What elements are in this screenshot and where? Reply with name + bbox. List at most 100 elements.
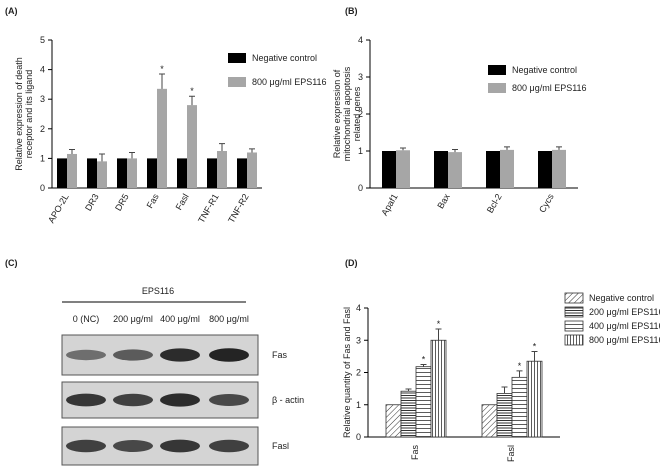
- legend-swatch: [564, 334, 584, 346]
- x-tick-label: TNF-R1: [196, 192, 221, 225]
- significance-marker: *: [518, 361, 522, 371]
- bar: [400, 390, 417, 438]
- lane-label: 200 μg/ml: [113, 314, 153, 324]
- band-label: Fas: [272, 350, 288, 360]
- bar: [500, 149, 514, 188]
- bar: [57, 158, 67, 188]
- y-tick-label: 4: [40, 65, 45, 75]
- significance-marker: *: [190, 86, 194, 96]
- y-tick-label: 5: [40, 35, 45, 45]
- blot-band: [160, 348, 200, 362]
- error-bar: [405, 388, 412, 392]
- bar: [415, 366, 432, 438]
- bar: [496, 393, 513, 438]
- bar: [157, 88, 167, 188]
- error-bar: [99, 153, 105, 162]
- legend-label: Negative control: [512, 65, 577, 75]
- error-bar: [249, 148, 255, 153]
- bar: [385, 404, 402, 438]
- legend-label: 800 μg/ml EPS116: [589, 335, 660, 345]
- bar: [552, 149, 566, 188]
- y-axis-label: Relative quantity of Fas and Fasl: [342, 307, 352, 438]
- blot-band: [66, 393, 106, 407]
- y-tick-label: 0: [356, 432, 361, 442]
- legend-label: 800 μg/ml EPS116: [512, 83, 587, 93]
- blot-band: [113, 393, 153, 407]
- bar: [247, 152, 257, 188]
- y-tick-label: 4: [358, 35, 363, 45]
- lane-label: 400 μg/ml: [160, 314, 200, 324]
- bar: [396, 150, 410, 188]
- bar: [187, 105, 197, 188]
- error-bar: [420, 363, 427, 367]
- error-bar: [452, 149, 458, 153]
- bar: [382, 151, 396, 188]
- legend-label: 400 μg/ml EPS116: [589, 321, 660, 331]
- x-tick-label: Fasl: [506, 445, 516, 462]
- blot-band: [66, 349, 106, 361]
- blot-band: [113, 349, 153, 361]
- error-bar: [129, 151, 135, 159]
- legend-swatch: [488, 65, 506, 75]
- y-tick-label: 1: [40, 153, 45, 163]
- error-bar: [516, 370, 523, 378]
- legend-label: Negative control: [589, 293, 654, 303]
- panel-label: (D): [345, 258, 358, 268]
- y-tick-label: 0: [358, 183, 363, 193]
- error-bar: [189, 95, 195, 106]
- legend-label: 800 μg/ml EPS116: [252, 77, 327, 87]
- x-tick-label: DR5: [113, 192, 131, 213]
- bar: [67, 153, 77, 188]
- error-bar: [69, 149, 75, 154]
- legend-label: 200 μg/ml EPS116: [589, 307, 660, 317]
- y-tick-label: 2: [358, 109, 363, 119]
- x-tick-label: Fas: [410, 445, 420, 461]
- y-tick-label: 1: [356, 400, 361, 410]
- error-bar: [159, 73, 165, 89]
- treatment-label: EPS116: [142, 286, 174, 296]
- bar: [177, 158, 187, 188]
- bar: [207, 158, 217, 188]
- error-bar: [400, 147, 406, 151]
- error-bar: [501, 386, 508, 394]
- x-tick-label: TNF-R2: [226, 192, 251, 225]
- bar: [97, 161, 107, 188]
- error-bar: [556, 146, 562, 150]
- x-tick-label: Fas: [145, 192, 161, 210]
- bar: [526, 360, 543, 438]
- y-axis-label: mitochondrial apoptosis: [342, 66, 352, 161]
- error-bar: [435, 328, 442, 341]
- error-bar: [219, 143, 225, 151]
- blot-band: [113, 440, 153, 452]
- blot-band: [160, 393, 200, 407]
- bar: [87, 158, 97, 188]
- x-tick-label: Fasl: [174, 192, 191, 212]
- blot-band: [209, 394, 249, 406]
- significance-marker: *: [533, 342, 537, 352]
- significance-marker: *: [422, 354, 426, 364]
- y-tick-label: 3: [358, 72, 363, 82]
- legend-swatch: [228, 53, 246, 63]
- bar: [434, 151, 448, 188]
- significance-marker: *: [437, 319, 441, 329]
- legend-swatch: [228, 77, 246, 87]
- bar: [538, 151, 552, 188]
- bar: [511, 376, 528, 438]
- x-tick-label: DR3: [83, 192, 101, 213]
- significance-marker: *: [160, 64, 164, 74]
- y-tick-label: 3: [356, 335, 361, 345]
- y-tick-label: 3: [40, 94, 45, 104]
- bar: [127, 158, 137, 188]
- y-tick-label: 0: [40, 183, 45, 193]
- x-tick-label: Bcl-2: [485, 192, 504, 215]
- bar: [217, 151, 227, 188]
- legend-swatch: [564, 306, 584, 318]
- lane-label: 0 (NC): [73, 314, 100, 324]
- y-axis-label: Relative expression of death: [14, 57, 24, 171]
- panel-label: (A): [5, 6, 18, 16]
- legend-swatch: [488, 83, 506, 93]
- legend-swatch: [564, 320, 584, 332]
- bar: [448, 152, 462, 188]
- legend-swatch: [564, 292, 584, 304]
